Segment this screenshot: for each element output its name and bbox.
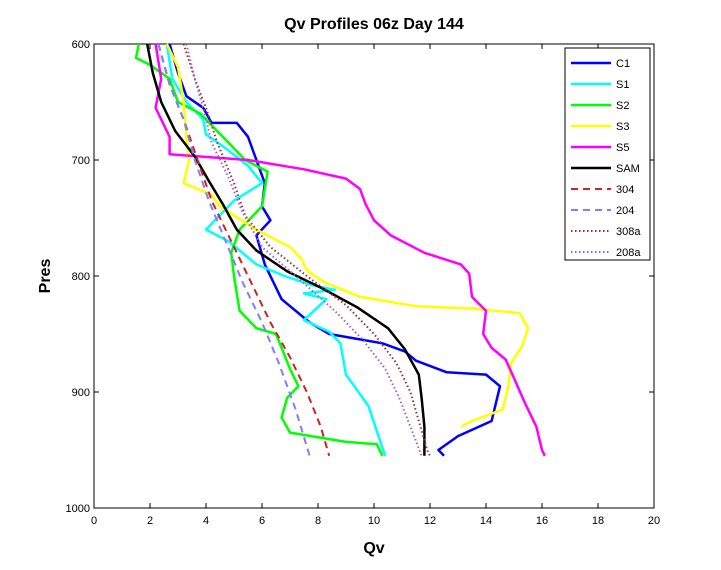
y-tick-label: 600 xyxy=(72,39,90,51)
series-line-204 xyxy=(157,43,311,457)
series-line-c1 xyxy=(168,43,502,457)
series-lines xyxy=(134,43,546,457)
y-tick-label: 700 xyxy=(72,155,90,167)
x-tick-label: 20 xyxy=(648,515,660,527)
series-line-208a xyxy=(185,43,423,457)
series-line-s5 xyxy=(154,43,546,457)
plot-area xyxy=(93,43,655,509)
series-line-s2 xyxy=(134,43,384,457)
legend-label-s5: S5 xyxy=(616,142,629,154)
x-tick-label: 0 xyxy=(91,515,97,527)
legend-label-sam: SAM xyxy=(616,163,640,175)
legend-label-204: 204 xyxy=(616,205,634,217)
series-line-308a xyxy=(182,43,431,457)
y-tick-label: 1000 xyxy=(66,503,90,515)
legend-label-s1: S1 xyxy=(616,79,629,91)
legend: C1 S1 S2 S3 S5 SAM 304 204 308a 208a xyxy=(564,47,651,261)
x-tick-label: 8 xyxy=(315,515,321,527)
legend-label-308a: 308a xyxy=(616,226,641,238)
legend-label-208a: 208a xyxy=(616,247,641,259)
y-axis-label: Pres xyxy=(37,259,54,294)
x-tick-label: 6 xyxy=(259,515,265,527)
x-axis-label: Qv xyxy=(363,540,384,557)
series-line-s1 xyxy=(165,43,387,457)
series-line-sam xyxy=(145,43,426,456)
legend-label-304: 304 xyxy=(616,184,634,196)
y-tick-label: 800 xyxy=(72,271,90,283)
legend-label-s2: S2 xyxy=(616,100,629,112)
x-tick-label: 18 xyxy=(592,515,604,527)
x-tick-label: 12 xyxy=(424,515,436,527)
x-tick-label: 14 xyxy=(480,515,492,527)
tick-labels: 0 2 4 6 8 10 12 14 16 18 20 600 700 800 900 1000 xyxy=(66,39,661,527)
legend-label-s3: S3 xyxy=(616,121,629,133)
x-tick-label: 4 xyxy=(203,515,209,527)
legend-label-c1: C1 xyxy=(616,58,630,70)
x-tick-label: 16 xyxy=(536,515,548,527)
axis-ticks xyxy=(93,43,655,509)
x-tick-label: 2 xyxy=(147,515,153,527)
chart-title: Qv Profiles 06z Day 144 xyxy=(284,16,464,33)
x-tick-label: 10 xyxy=(368,515,380,527)
y-tick-label: 900 xyxy=(72,387,90,399)
